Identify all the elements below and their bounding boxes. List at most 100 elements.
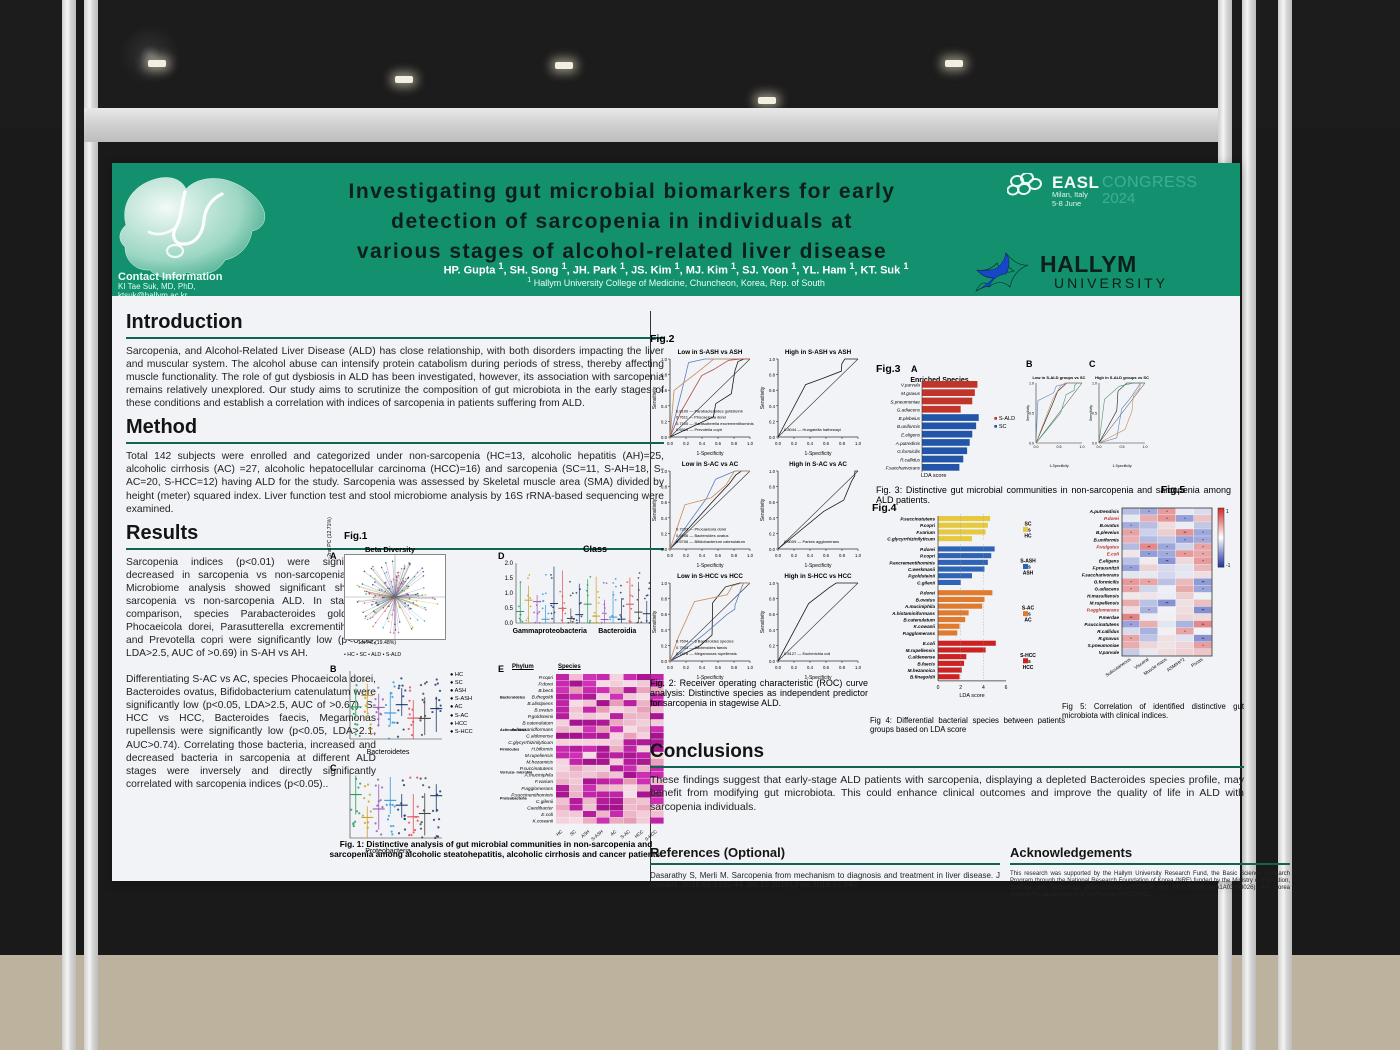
svg-text:**: ** xyxy=(1201,580,1205,585)
svg-text:0.4: 0.4 xyxy=(807,441,814,446)
svg-text:AC: AC xyxy=(609,828,618,836)
svg-text:M.hezanoica: M.hezanoica xyxy=(908,668,936,673)
svg-text:SC: SC xyxy=(569,828,578,836)
svg-text:0.6: 0.6 xyxy=(823,665,830,670)
svg-text:High in S-ASH vs ASH: High in S-ASH vs ASH xyxy=(785,349,852,356)
svg-text:HC: HC xyxy=(1024,533,1032,539)
svg-text:Bacteroidetes: Bacteroidetes xyxy=(367,749,410,756)
svg-text:C.aldenense: C.aldenense xyxy=(908,655,936,660)
svg-text:S-AC: S-AC xyxy=(619,828,631,839)
svg-text:H.biformis: H.biformis xyxy=(531,747,553,753)
svg-text:P.succinatutens: P.succinatutens xyxy=(1084,622,1119,627)
svg-text:0.8: 0.8 xyxy=(769,373,776,378)
svg-text:0.4: 0.4 xyxy=(661,516,668,521)
svg-text:P.merdae: P.merdae xyxy=(1099,615,1120,620)
svg-text:Sensitivity: Sensitivity xyxy=(652,498,658,521)
svg-text:0.2: 0.2 xyxy=(769,531,776,536)
svg-text:B.alistipiens: B.alistipiens xyxy=(527,701,553,707)
svg-text:High in S-HCC vs HCC: High in S-HCC vs HCC xyxy=(784,573,852,580)
svg-text:1.0: 1.0 xyxy=(1029,382,1034,386)
svg-text:P.excrementihominis: P.excrementihominis xyxy=(889,560,935,565)
svg-text:M.rupellensis: M.rupellensis xyxy=(906,648,936,653)
svg-text:P.agglomerans: P.agglomerans xyxy=(1087,608,1120,613)
svg-text:M.rupellensis: M.rupellensis xyxy=(1090,601,1120,606)
svg-text:HC: HC xyxy=(555,828,564,836)
svg-text:B.ovatus: B.ovatus xyxy=(534,708,553,714)
svg-text:0.8100 — Parabacteroides golds: 0.8100 — Parabacteroides goldsteinii xyxy=(676,408,743,413)
svg-text:0.6706 — Bacteroides ovatus: 0.6706 — Bacteroides ovatus xyxy=(676,533,728,538)
svg-text:1.0: 1.0 xyxy=(769,357,776,362)
svg-text:4: 4 xyxy=(982,685,985,691)
svg-text:1.0: 1.0 xyxy=(1092,382,1097,386)
svg-text:K.cowanii: K.cowanii xyxy=(532,818,553,824)
svg-text:Sensitivity: Sensitivity xyxy=(652,610,658,633)
svg-text:0.6: 0.6 xyxy=(661,612,668,617)
svg-text:1.0: 1.0 xyxy=(661,469,668,474)
svg-text:High in S-ALD groups vs SC: High in S-ALD groups vs SC xyxy=(1095,375,1149,380)
svg-text:**: ** xyxy=(1165,558,1169,563)
svg-text:0.4: 0.4 xyxy=(699,553,706,558)
svg-text:0.4: 0.4 xyxy=(807,665,814,670)
svg-text:B.uniformis: B.uniformis xyxy=(897,424,921,429)
svg-text:AC: AC xyxy=(1024,618,1032,624)
svg-text:0.2: 0.2 xyxy=(661,531,668,536)
svg-text:C.gilenii: C.gilenii xyxy=(917,580,936,585)
svg-text:1.0: 1.0 xyxy=(661,581,668,586)
svg-text:0.8: 0.8 xyxy=(839,441,846,446)
svg-text:1.0: 1.0 xyxy=(747,441,754,446)
svg-text:0.0: 0.0 xyxy=(661,659,668,664)
svg-text:P.goldsteinii: P.goldsteinii xyxy=(908,574,935,579)
svg-text:0.0: 0.0 xyxy=(1097,445,1102,449)
svg-text:0.5: 0.5 xyxy=(1057,445,1062,449)
svg-text:B.ovatus: B.ovatus xyxy=(1100,523,1120,528)
svg-text:0.2: 0.2 xyxy=(791,665,798,670)
svg-text:**: ** xyxy=(1201,636,1205,641)
svg-text:0.7100 — Parasutterella excrem: 0.7100 — Parasutterella excrementihomini… xyxy=(676,421,754,426)
svg-text:Subcutaneous: Subcutaneous xyxy=(1105,656,1133,677)
svg-text:0.7611 — Phocaeicola dorei: 0.7611 — Phocaeicola dorei xyxy=(676,415,726,420)
svg-text:0: 0 xyxy=(937,685,940,691)
svg-text:1.0: 1.0 xyxy=(769,581,776,586)
svg-text:0.0: 0.0 xyxy=(769,547,776,552)
svg-text:0.0: 0.0 xyxy=(667,553,674,558)
svg-text:C.aldenense: C.aldenense xyxy=(526,734,553,740)
svg-text:6: 6 xyxy=(1005,685,1008,691)
svg-text:HCC: HCC xyxy=(1023,665,1034,671)
svg-text:Caedibacter: Caedibacter xyxy=(527,805,553,811)
svg-text:1.5: 1.5 xyxy=(505,576,514,582)
svg-text:G.adiacens: G.adiacens xyxy=(1094,587,1119,592)
svg-text:H.massiliensis: H.massiliensis xyxy=(1087,594,1119,599)
svg-text:ASH: ASH xyxy=(580,829,590,839)
svg-text:0.2: 0.2 xyxy=(791,553,798,558)
svg-text:0.4: 0.4 xyxy=(769,628,776,633)
svg-text:1: 1 xyxy=(1226,509,1229,515)
svg-text:B.catenulatum: B.catenulatum xyxy=(522,721,553,727)
svg-text:0.4: 0.4 xyxy=(769,404,776,409)
svg-text:1.0: 1.0 xyxy=(747,553,754,558)
svg-text:0.4: 0.4 xyxy=(661,628,668,633)
svg-text:0.2: 0.2 xyxy=(683,665,690,670)
svg-text:LDA score: LDA score xyxy=(959,693,984,699)
svg-text:B.becti: B.becti xyxy=(538,688,554,694)
svg-text:G.adiacens: G.adiacens xyxy=(897,408,921,413)
svg-text:G.formicilis: G.formicilis xyxy=(1094,580,1120,585)
svg-text:0.2: 0.2 xyxy=(769,643,776,648)
svg-text:0.2: 0.2 xyxy=(683,441,690,446)
svg-text:0.8: 0.8 xyxy=(731,665,738,670)
svg-text:0.4: 0.4 xyxy=(699,665,706,670)
svg-text:P.copri: P.copri xyxy=(920,523,936,528)
svg-text:0.6: 0.6 xyxy=(661,388,668,393)
svg-text:E.coli: E.coli xyxy=(923,641,936,646)
svg-text:0.6: 0.6 xyxy=(769,612,776,617)
svg-text:1.0: 1.0 xyxy=(855,441,862,446)
svg-text:Sensitivity: Sensitivity xyxy=(760,386,766,409)
svg-text:0.7503 — Bacteroides faecis: 0.7503 — Bacteroides faecis xyxy=(676,645,727,650)
svg-text:Sensitivity: Sensitivity xyxy=(1026,405,1030,421)
svg-text:Bacteroidia: Bacteroidia xyxy=(598,628,636,635)
svg-text:0.0: 0.0 xyxy=(505,621,514,627)
svg-text:M.rupeliensis: M.rupeliensis xyxy=(525,753,554,759)
svg-text:Proteobacteria: Proteobacteria xyxy=(500,796,527,800)
svg-text:**: ** xyxy=(1129,615,1133,620)
svg-text:B.finegoldii: B.finegoldii xyxy=(910,675,936,680)
svg-text:1.0: 1.0 xyxy=(747,665,754,670)
